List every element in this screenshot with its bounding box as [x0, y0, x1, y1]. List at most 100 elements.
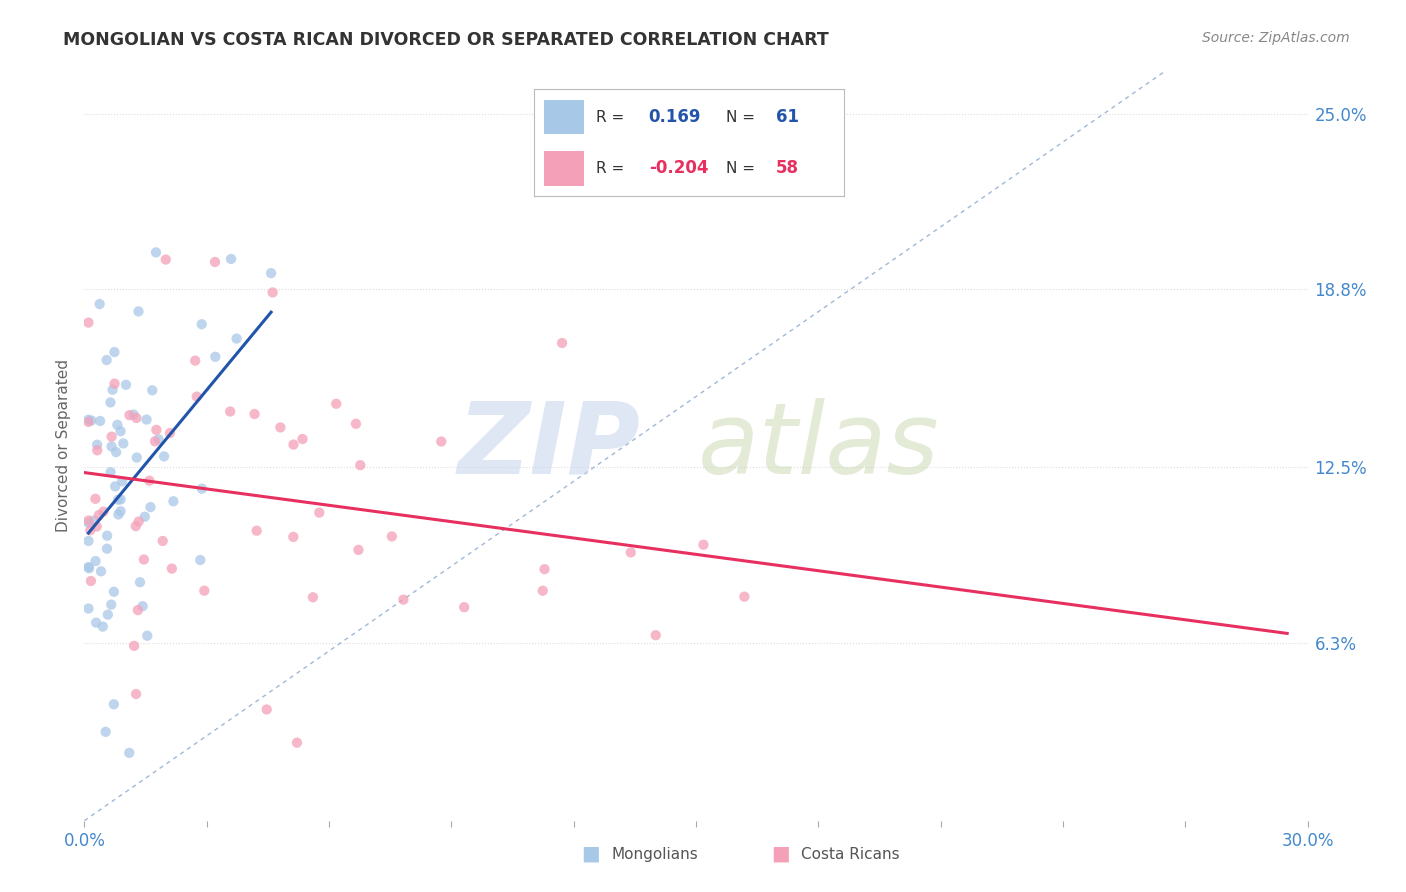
Point — [96, 541, 118, 556]
Point — [219, 404, 242, 418]
Point — [84, 615, 107, 630]
Point — [86, 438, 108, 452]
Point — [100, 430, 122, 444]
Point — [84, 554, 107, 568]
Point — [90, 564, 112, 578]
Point — [103, 698, 125, 712]
Point — [104, 479, 127, 493]
Point — [127, 304, 149, 318]
Point — [110, 504, 132, 518]
Point — [134, 509, 156, 524]
Point — [246, 524, 269, 538]
Text: R =: R = — [596, 110, 624, 125]
Point — [291, 432, 314, 446]
Point — [118, 408, 141, 422]
Point — [77, 514, 100, 528]
Point — [136, 629, 159, 643]
Point — [89, 414, 111, 428]
Point — [204, 255, 226, 269]
Point — [80, 574, 103, 588]
Point — [86, 443, 108, 458]
Point — [430, 434, 453, 449]
Bar — [544, 152, 583, 186]
Text: Costa Ricans: Costa Ricans — [801, 847, 900, 862]
Point — [148, 432, 170, 446]
Text: ZIP: ZIP — [458, 398, 641, 494]
Point — [103, 584, 125, 599]
Point — [79, 523, 101, 537]
Point — [733, 590, 755, 604]
Point — [101, 383, 124, 397]
Point — [125, 450, 148, 465]
Point — [87, 508, 110, 523]
Point — [83, 514, 105, 528]
Point — [100, 598, 122, 612]
Point — [128, 515, 150, 529]
Point — [129, 575, 152, 590]
Point — [77, 601, 100, 615]
Point — [77, 316, 100, 330]
Text: R =: R = — [596, 161, 624, 176]
Point — [118, 746, 141, 760]
Point — [392, 592, 415, 607]
Point — [153, 450, 176, 464]
Point — [381, 529, 404, 543]
Point — [347, 542, 370, 557]
Point — [531, 583, 554, 598]
Point — [100, 395, 122, 409]
Point — [191, 482, 214, 496]
Point — [107, 492, 129, 507]
Point — [131, 599, 153, 614]
Point — [533, 562, 555, 576]
Point — [77, 561, 100, 575]
Point — [243, 407, 266, 421]
Point — [160, 561, 183, 575]
Point — [77, 413, 100, 427]
Y-axis label: Divorced or Separated: Divorced or Separated — [56, 359, 72, 533]
Text: atlas: atlas — [697, 398, 939, 494]
Text: ▪: ▪ — [770, 840, 790, 869]
Point — [453, 600, 475, 615]
Point — [344, 417, 367, 431]
Text: -0.204: -0.204 — [648, 160, 709, 178]
Point — [125, 687, 148, 701]
Point — [325, 397, 347, 411]
Text: Mongolians: Mongolians — [612, 847, 699, 862]
Point — [162, 494, 184, 508]
Point — [145, 423, 167, 437]
Point — [100, 439, 122, 453]
Point — [105, 417, 128, 432]
Bar — [544, 100, 583, 134]
Point — [110, 424, 132, 438]
Point — [103, 376, 125, 391]
Text: ▪: ▪ — [581, 840, 600, 869]
Point — [188, 553, 211, 567]
Point — [105, 445, 128, 459]
Point — [184, 353, 207, 368]
Text: Source: ZipAtlas.com: Source: ZipAtlas.com — [1202, 31, 1350, 45]
Point — [620, 545, 643, 559]
Point — [100, 465, 122, 479]
Point — [644, 628, 666, 642]
Point — [77, 516, 100, 530]
Point — [112, 436, 135, 450]
Point — [349, 458, 371, 473]
Point — [225, 332, 247, 346]
Point — [256, 702, 278, 716]
Point — [308, 506, 330, 520]
Point — [152, 533, 174, 548]
Point — [122, 408, 145, 422]
Point — [190, 317, 212, 331]
Point — [283, 530, 305, 544]
Point — [91, 619, 114, 633]
Point — [127, 603, 149, 617]
Text: 0.169: 0.169 — [648, 108, 702, 126]
Point — [145, 245, 167, 260]
Point — [692, 538, 714, 552]
Point — [141, 384, 163, 398]
Point — [97, 607, 120, 622]
Point — [77, 533, 100, 548]
Point — [86, 519, 108, 533]
Point — [285, 736, 308, 750]
Point — [96, 529, 118, 543]
